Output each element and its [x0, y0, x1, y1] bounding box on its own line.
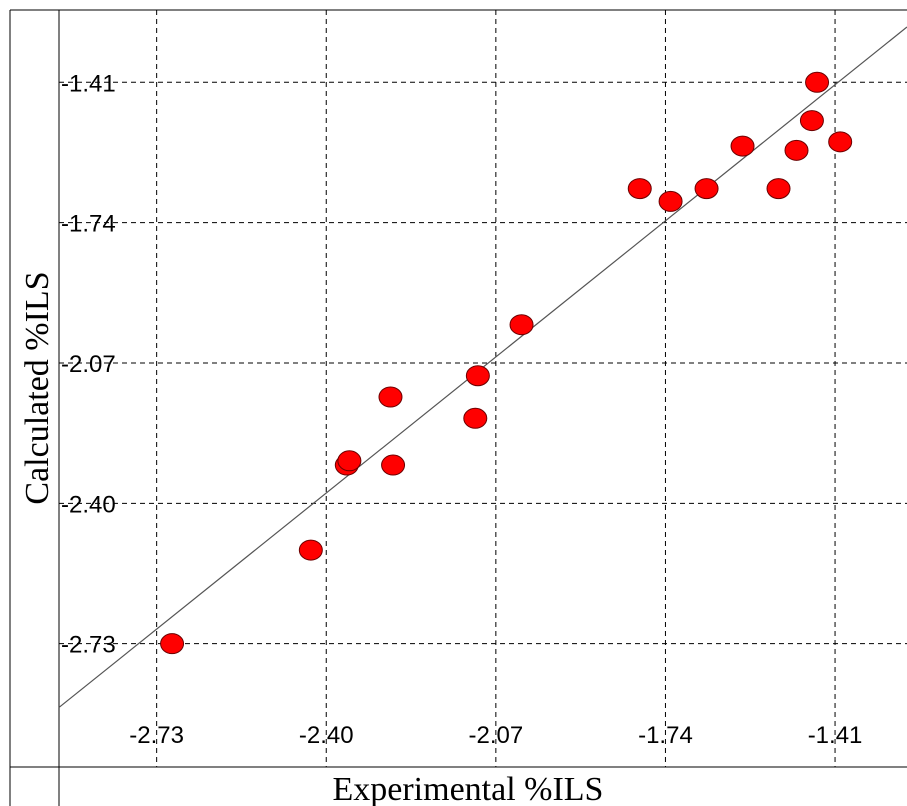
- data-point: [381, 454, 406, 476]
- tick-labels: -2.73 -2.40 -2.07 -1.74 -1.41 -1.41 -1.74 -2.07…: [61, 70, 862, 749]
- data-point: [337, 450, 362, 472]
- data-point: [509, 314, 534, 336]
- data-point: [694, 178, 719, 200]
- data-points: [160, 71, 853, 655]
- grid-lines: [59, 10, 907, 767]
- data-point: [378, 386, 403, 408]
- data-point: [828, 131, 853, 153]
- data-point: [298, 539, 323, 561]
- data-point: [805, 71, 830, 93]
- y-tick-label: -1.74: [61, 211, 116, 238]
- data-point: [658, 190, 683, 212]
- x-tick-label: -1.74: [638, 722, 693, 749]
- data-point: [730, 135, 755, 157]
- data-point: [160, 633, 185, 655]
- x-tick-label: -2.73: [129, 722, 184, 749]
- x-axis-title: Experimental %ILS: [333, 771, 604, 806]
- data-point: [799, 110, 824, 132]
- data-point: [784, 139, 809, 161]
- data-point: [465, 365, 490, 387]
- x-tick-label: -2.07: [468, 722, 523, 749]
- data-point: [463, 407, 488, 429]
- x-tick-label: -2.40: [299, 722, 354, 749]
- data-point: [766, 178, 791, 200]
- y-tick-label: -2.73: [61, 632, 116, 659]
- y-axis-title: Calculated %ILS: [19, 271, 56, 504]
- x-tick-label: -1.41: [808, 722, 863, 749]
- y-tick-label: -2.40: [61, 491, 116, 518]
- y-tick-label: -2.07: [61, 351, 116, 378]
- data-point: [627, 178, 652, 200]
- y-tick-label: -1.41: [61, 70, 116, 97]
